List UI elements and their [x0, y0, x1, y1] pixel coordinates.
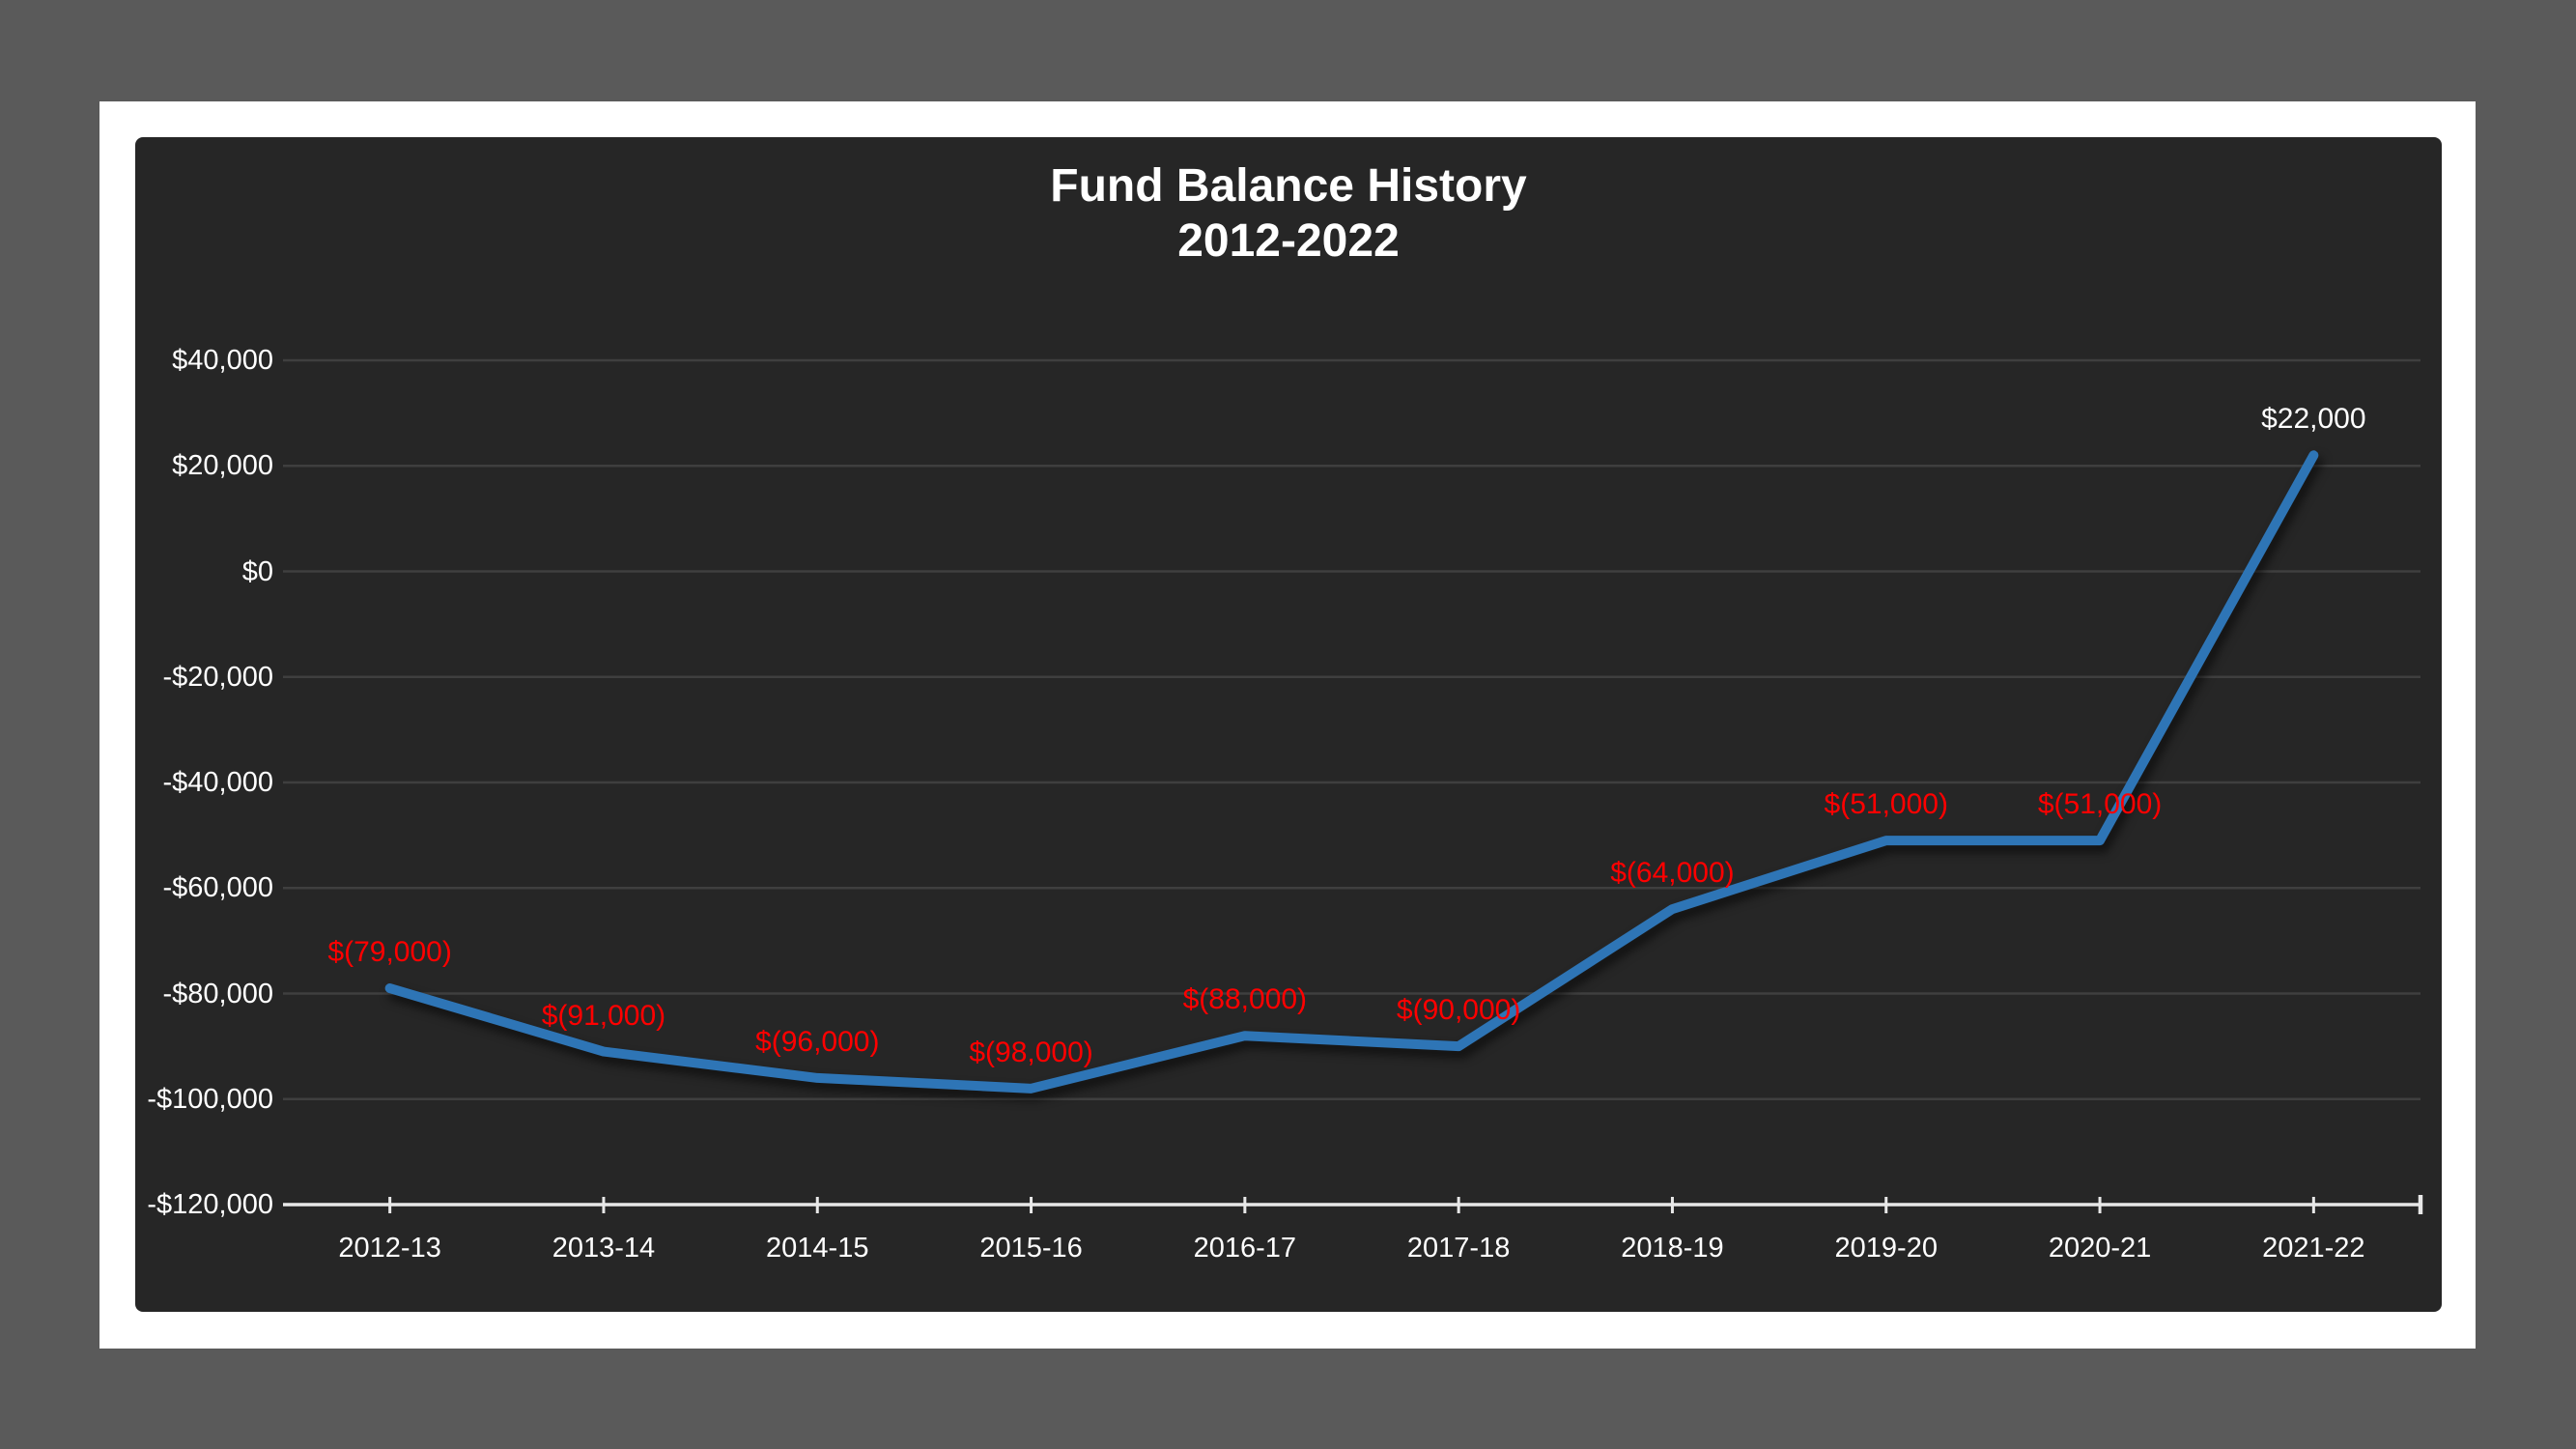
plot-area	[283, 358, 2423, 1214]
x-axis-label: 2019-20	[1834, 1233, 1938, 1264]
data-label: $(64,000)	[1610, 857, 1735, 890]
y-axis-label: -$40,000	[162, 767, 274, 798]
data-label: $22,000	[2261, 403, 2366, 436]
x-axis-label: 2021-22	[2262, 1233, 2365, 1264]
y-axis-label: -$80,000	[162, 978, 274, 1009]
x-axis-label: 2012-13	[338, 1233, 441, 1264]
x-axis-label: 2014-15	[766, 1233, 869, 1264]
x-axis-label: 2015-16	[979, 1233, 1083, 1264]
data-label: $(79,000)	[327, 936, 452, 969]
data-label: $(51,000)	[2037, 788, 2163, 821]
y-axis-label: $0	[241, 555, 273, 587]
y-axis-label: -$20,000	[162, 661, 274, 693]
y-axis-label: -$100,000	[147, 1083, 273, 1115]
data-label: $(51,000)	[1824, 788, 1948, 821]
slide-white-frame: Fund Balance History 2012-2022 $40,000 $2…	[99, 101, 2476, 1349]
x-axis-label: 2017-18	[1406, 1233, 1511, 1264]
y-axis-label: $40,000	[172, 345, 273, 376]
data-label: $(98,000)	[969, 1036, 1093, 1068]
data-label: $(90,000)	[1396, 994, 1521, 1027]
x-axis-label: 2018-19	[1621, 1233, 1724, 1264]
chart-title-line1: Fund Balance History	[1050, 160, 1527, 212]
y-axis-label: -$120,000	[147, 1189, 273, 1220]
y-axis-label: -$60,000	[162, 872, 274, 904]
x-axis-label: 2016-17	[1193, 1233, 1297, 1264]
chart-panel: Fund Balance History 2012-2022 $40,000 $2…	[135, 137, 2442, 1312]
chart-title-line2: 2012-2022	[1177, 215, 1400, 267]
x-axis-label: 2020-21	[2048, 1233, 2152, 1264]
chart-title: Fund Balance History 2012-2022	[135, 158, 2442, 269]
data-label: $(91,000)	[541, 999, 666, 1032]
data-label: $(96,000)	[755, 1025, 880, 1058]
y-axis-label: $20,000	[172, 450, 273, 482]
x-axis-label: 2013-14	[552, 1233, 656, 1264]
data-label: $(88,000)	[1182, 983, 1308, 1016]
fund-balance-line	[384, 450, 2319, 1094]
